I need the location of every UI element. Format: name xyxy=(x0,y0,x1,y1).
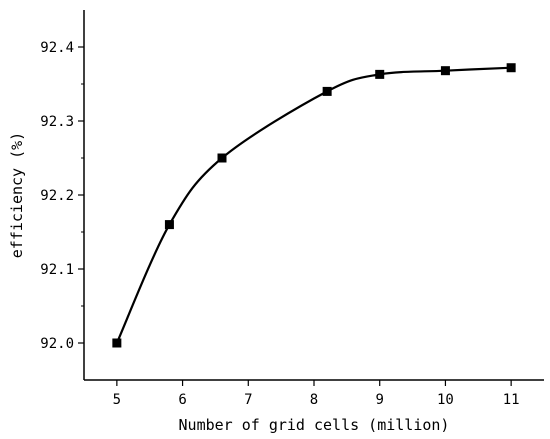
data-point-marker xyxy=(322,86,332,96)
x-tick-label: 11 xyxy=(503,392,520,408)
y-tick-label: 92.2 xyxy=(40,188,74,204)
x-tick-label: 6 xyxy=(178,392,186,408)
data-point-marker xyxy=(506,63,516,73)
data-point-marker xyxy=(164,220,174,230)
x-tick-label: 7 xyxy=(244,392,252,408)
data-point-marker xyxy=(375,69,385,79)
x-tick-label: 5 xyxy=(113,392,121,408)
plot-frame xyxy=(83,10,544,381)
y-tick-label: 92.1 xyxy=(40,262,74,278)
y-tick-label: 92.3 xyxy=(40,114,74,130)
series-layer xyxy=(112,63,516,348)
x-axis-label: Number of grid cells (million) xyxy=(179,416,450,434)
y-tick-label: 92.0 xyxy=(40,336,74,352)
x-tick-label: 9 xyxy=(375,392,383,408)
y-ticks: 92.0 92.1 92.2 92.3 92.4 xyxy=(40,40,84,352)
x-ticks: 5 6 7 8 9 10 11 xyxy=(113,380,520,408)
series-line xyxy=(115,66,512,344)
y-tick-label: 92.4 xyxy=(40,40,74,56)
data-point-marker xyxy=(217,153,227,163)
x-tick-label: 10 xyxy=(437,392,454,408)
y-axis-label: efficiency (%) xyxy=(8,132,26,258)
x-tick-label: 8 xyxy=(310,392,318,408)
data-point-marker xyxy=(112,338,122,348)
data-point-marker xyxy=(440,66,450,76)
